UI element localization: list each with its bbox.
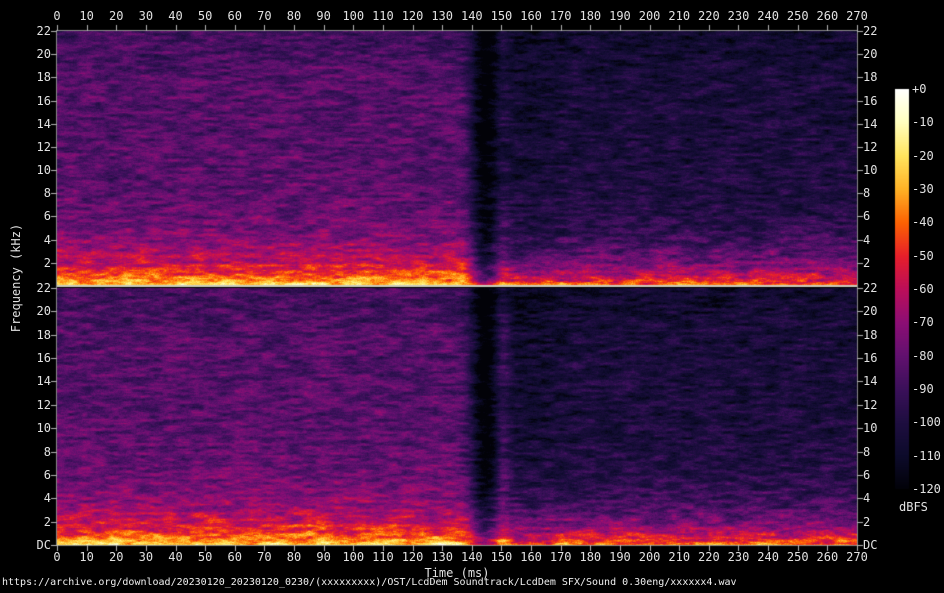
x-axis-title: Time (ms)	[424, 566, 490, 580]
source-url-text: https://archive.org/download/20230120_20…	[2, 577, 737, 588]
y-axis-title: Frequency (kHz)	[9, 223, 23, 333]
colorbar-unit-label: dBFS	[899, 500, 928, 514]
